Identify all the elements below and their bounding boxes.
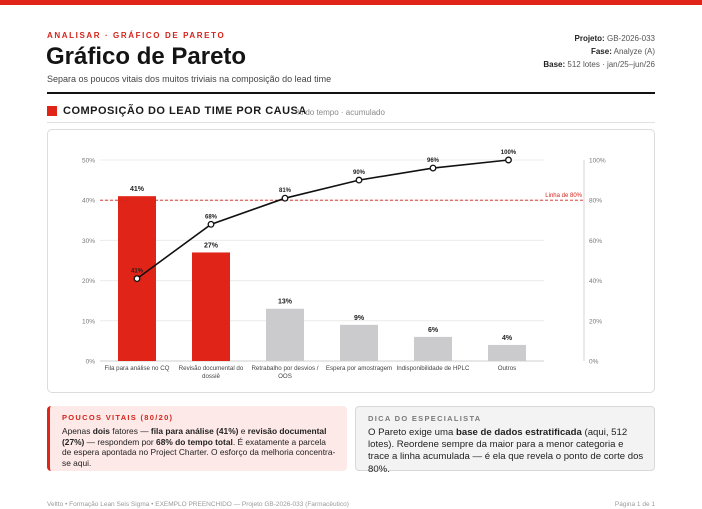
cumulative-label: 100% — [501, 150, 517, 156]
bar-label: 9% — [354, 315, 365, 322]
meta-base: Base: 512 lotes · jan/25–jun/26 — [543, 60, 655, 69]
page-title: Gráfico de Pareto — [46, 43, 247, 70]
cumulative-label: 90% — [353, 170, 366, 176]
tip-text-segment: O Pareto exige uma — [368, 427, 456, 438]
bar — [414, 336, 452, 361]
vital-text-segment: e — [238, 426, 248, 436]
y2-tick-label: 20% — [589, 318, 602, 325]
bar-label: 4% — [502, 335, 513, 342]
meta-project: Projeto: GB-2026-033 — [574, 34, 656, 43]
footer-left: Veltto • Formação Lean Seis Sigma • EXEM… — [47, 501, 349, 508]
y2-tick-label: 60% — [589, 238, 602, 245]
expert-tip-card: DICA DO ESPECIALISTA O Pareto exige uma … — [355, 406, 655, 475]
expert-tip-title: DICA DO ESPECIALISTA — [368, 414, 482, 423]
bar-label: 6% — [428, 327, 439, 334]
bar-label: 13% — [278, 299, 293, 306]
brand-accent-bar — [0, 0, 702, 5]
bar — [266, 308, 304, 361]
vital-few-card: POUCOS VITAIS (80/20) Apenas dois fatore… — [47, 406, 347, 471]
expert-tip-text: O Pareto exige uma base de dados estrati… — [368, 427, 644, 476]
cumulative-point — [355, 176, 363, 184]
y-tick-label: 30% — [82, 238, 95, 245]
y-tick-label: 20% — [82, 278, 95, 285]
tip-text-segment: base de dados estratificada — [456, 427, 582, 438]
y-tick-label: 50% — [82, 158, 95, 165]
y-tick-label: 40% — [82, 198, 95, 205]
cumulative-point — [133, 275, 141, 283]
page-subtitle: Separa os poucos vitais dos muitos trivi… — [47, 74, 332, 84]
y2-tick-label: 100% — [589, 158, 606, 165]
bar — [340, 324, 378, 361]
bar-label: 41% — [130, 186, 145, 193]
section-marker — [47, 106, 57, 116]
x-tick-label: dossiê — [202, 373, 220, 380]
tip-text-segment: (aqui, 512 lotes). Reordene sempre da ma… — [368, 427, 644, 475]
x-tick-label: Retrabalho por desvios / — [251, 365, 318, 372]
x-tick-label: Outros — [498, 365, 517, 372]
bar — [192, 252, 230, 361]
x-tick-label: Revisão documental do — [179, 365, 244, 372]
reference-line-label: Linha de 80% — [545, 193, 582, 199]
vital-few-text: Apenas dois fatores — fila para análise … — [62, 426, 337, 468]
y2-tick-label: 0% — [589, 359, 599, 366]
section-divider — [47, 122, 655, 123]
bar-label: 27% — [204, 242, 219, 249]
vital-text-segment: fila para análise (41%) — [150, 426, 239, 436]
x-tick-label: Fila para análise no CQ — [104, 365, 169, 372]
bar — [488, 344, 526, 361]
cumulative-point — [207, 220, 215, 228]
vital-text-segment: revisão documental (27%) — [62, 426, 327, 447]
cumulative-label: 41% — [131, 269, 144, 275]
vital-text-segment: Apenas — [62, 426, 93, 436]
cumulative-point — [505, 156, 512, 164]
cumulative-point — [281, 194, 289, 202]
chart-panel: 0% 10% 20% 30% 40% 50% 0% 20% 40% 60% 80% 100% 41% 27… — [47, 129, 655, 393]
cumulative-label: 81% — [279, 188, 292, 194]
footer-page-number: Página 1 de 1 — [614, 501, 655, 508]
cumulative-label: 96% — [427, 158, 440, 164]
section-note: % do tempo · acumulado — [296, 108, 385, 117]
vital-text-segment: . É exatamente a parcela de espera apont… — [62, 436, 336, 468]
section-title: COMPOSIÇÃO DO LEAD TIME POR CAUSA — [63, 105, 307, 117]
vital-text-segment: 68% do tempo total — [156, 436, 233, 447]
eyebrow: ANALISAR · GRÁFICO DE PARETO — [47, 31, 226, 40]
cumulative-label: 68% — [205, 214, 218, 220]
pareto-chart: 0% 10% 20% 30% 40% 50% 0% 20% 40% 60% 80% 100% 41% 27… — [82, 150, 606, 380]
vital-text-segment: dois — [92, 426, 110, 436]
y-tick-label: 0% — [86, 359, 96, 366]
x-tick-label: Espera por amostragem — [326, 365, 392, 372]
vital-text-segment: — respondem por — [84, 436, 157, 447]
y2-tick-label: 40% — [589, 278, 602, 285]
cumulative-line — [136, 159, 509, 280]
header-divider — [47, 92, 655, 94]
vital-text-segment: fatores — — [109, 426, 151, 436]
y-tick-label: 10% — [82, 318, 95, 325]
x-tick-label: Indisponibilidade de HPLC — [397, 365, 470, 372]
y2-tick-label: 80% — [589, 198, 602, 205]
x-tick-label: OOS — [278, 373, 292, 380]
cumulative-point — [429, 164, 437, 172]
project-meta: Projeto: GB-2026-033 Fase: Analyze (A) B… — [543, 32, 655, 71]
meta-phase: Fase: Analyze (A) — [590, 47, 655, 56]
vital-few-title: POUCOS VITAIS (80/20) — [62, 413, 174, 422]
